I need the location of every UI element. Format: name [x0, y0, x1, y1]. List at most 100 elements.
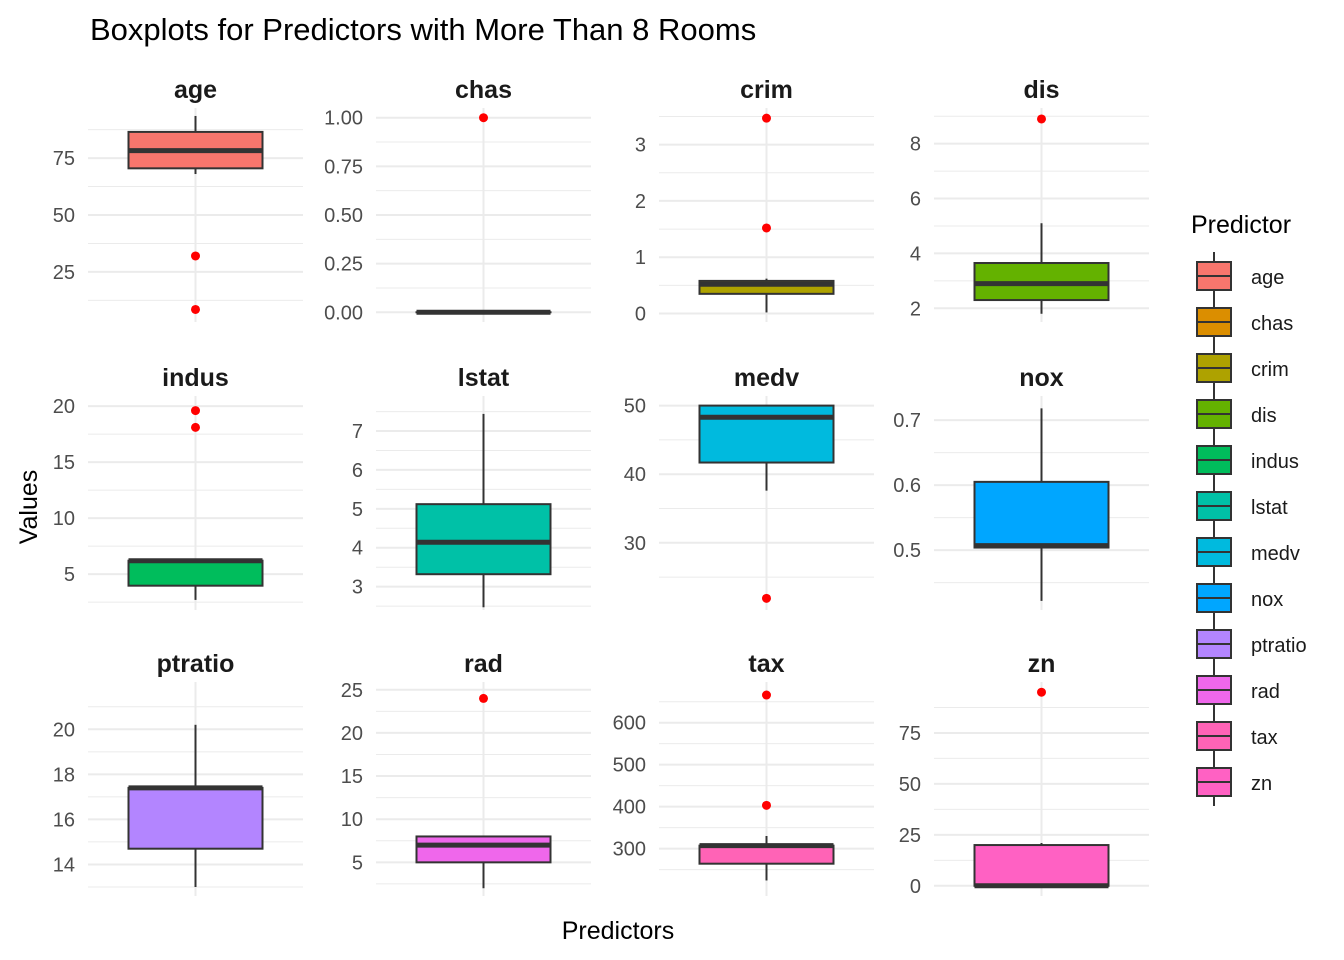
legend-item-medv: medv: [1196, 528, 1300, 576]
facet-crim: crim 0 1 2 3: [635, 76, 874, 326]
legend-item-chas: chas: [1196, 298, 1293, 346]
y-tick-label: 75: [899, 723, 921, 745]
facet-indus: indus 5 10 15 20: [53, 364, 303, 610]
box: [415, 835, 552, 864]
y-tick-label: 50: [624, 396, 646, 418]
legend-item-tax: tax: [1196, 712, 1278, 760]
y-tick-label: 50: [899, 774, 921, 796]
y-tick-label: 20: [53, 396, 75, 418]
y-tick-label: 6: [352, 460, 363, 482]
y-tick-label: 20: [53, 719, 75, 741]
y-tick-label: 3: [352, 577, 363, 599]
box: [415, 503, 552, 576]
legend-label: chas: [1251, 313, 1293, 335]
legend-item-nox: nox: [1196, 574, 1283, 622]
y-tick-label: 2: [635, 191, 646, 213]
y-tick-label: 400: [613, 797, 646, 819]
outlier-point: [762, 690, 771, 700]
y-tick-label: 15: [341, 766, 363, 788]
y-tick-label: 18: [53, 764, 75, 786]
y-tick-label: 0.00: [324, 302, 363, 324]
legend-item-zn: zn: [1196, 758, 1272, 806]
facet-zn: zn 0 25 50 75: [899, 650, 1149, 898]
y-tick-label: 0: [635, 304, 646, 326]
outlier-point: [762, 113, 771, 123]
y-tick-label: 40: [624, 464, 646, 486]
y-tick-label: 50: [53, 205, 75, 227]
box: [698, 404, 835, 464]
legend-label: age: [1251, 267, 1284, 289]
facet-ptratio: ptratio 14 16 18 20: [53, 650, 303, 896]
y-tick-label: 0.50: [324, 205, 363, 227]
y-tick-label: 25: [341, 680, 363, 702]
facet-title: rad: [464, 650, 503, 678]
facet-lstat: lstat 3 4 5 6 7: [352, 364, 591, 610]
outlier-point: [479, 113, 488, 123]
y-tick-label: 14: [53, 854, 75, 876]
facet-age: age 25 50 75: [53, 76, 303, 322]
outlier-point: [762, 800, 771, 810]
legend-label: indus: [1251, 451, 1299, 473]
legend-item-rad: rad: [1196, 666, 1280, 714]
x-axis-title: Predictors: [562, 917, 675, 945]
facet-title: tax: [748, 650, 784, 678]
facet-title: crim: [740, 76, 793, 104]
outlier-point: [191, 422, 200, 432]
y-tick-label: 5: [64, 564, 75, 586]
facet-nox: nox 0.5 0.6 0.7: [893, 364, 1149, 610]
legend-label: zn: [1251, 773, 1272, 795]
facet-chas: chas 0.00 0.25 0.50 0.75 1.00: [324, 76, 591, 324]
legend-label: rad: [1251, 681, 1280, 703]
y-tick-label: 25: [899, 825, 921, 847]
y-tick-label: 0.25: [324, 254, 363, 276]
box: [127, 559, 264, 587]
outlier-point: [479, 693, 488, 703]
y-tick-label: 10: [341, 809, 363, 831]
y-tick-label: 600: [613, 713, 646, 735]
box: [698, 844, 835, 865]
y-tick-label: 8: [910, 134, 921, 156]
y-tick-label: 500: [613, 755, 646, 777]
facet-title: chas: [455, 76, 512, 104]
facet-tax: tax 300 400 500 600: [613, 650, 874, 896]
y-tick-label: 25: [53, 262, 75, 284]
legend-label: nox: [1251, 589, 1283, 611]
outlier-point: [191, 406, 200, 416]
y-tick-label: 3: [635, 135, 646, 157]
legend-item-age: age: [1196, 252, 1284, 300]
legend-item-crim: crim: [1196, 344, 1289, 392]
y-tick-label: 300: [613, 839, 646, 861]
outlier-point: [762, 593, 771, 603]
facet-medv: medv 30 40 50: [624, 364, 874, 610]
y-tick-label: 10: [53, 508, 75, 530]
y-tick-label: 5: [352, 499, 363, 521]
y-tick-label: 75: [53, 148, 75, 170]
y-tick-label: 1.00: [324, 108, 363, 130]
y-tick-label: 4: [910, 243, 921, 265]
y-tick-label: 20: [341, 723, 363, 745]
facet-title: dis: [1023, 76, 1059, 104]
y-tick-label: 1: [635, 247, 646, 269]
facet-title: ptratio: [157, 650, 235, 678]
outlier-point: [762, 223, 771, 233]
legend-label: medv: [1251, 543, 1300, 565]
y-tick-label: 4: [352, 538, 363, 560]
facet-title: lstat: [458, 364, 510, 392]
legend-label: lstat: [1251, 497, 1288, 519]
legend-item-indus: indus: [1196, 436, 1299, 484]
outlier-point: [1037, 687, 1046, 697]
legend-label: dis: [1251, 405, 1277, 427]
legend-item-dis: dis: [1196, 390, 1277, 438]
y-tick-label: 30: [624, 533, 646, 555]
y-tick-label: 5: [352, 852, 363, 874]
y-tick-label: 0: [910, 876, 921, 898]
y-tick-label: 0.7: [893, 410, 921, 432]
facet-title: age: [174, 76, 217, 104]
outlier-point: [191, 304, 200, 314]
facet-title: medv: [734, 364, 799, 392]
y-tick-label: 16: [53, 809, 75, 831]
y-tick-label: 0.5: [893, 540, 921, 562]
legend-label: ptratio: [1251, 635, 1307, 657]
legend-item-ptratio: ptratio: [1196, 620, 1307, 668]
